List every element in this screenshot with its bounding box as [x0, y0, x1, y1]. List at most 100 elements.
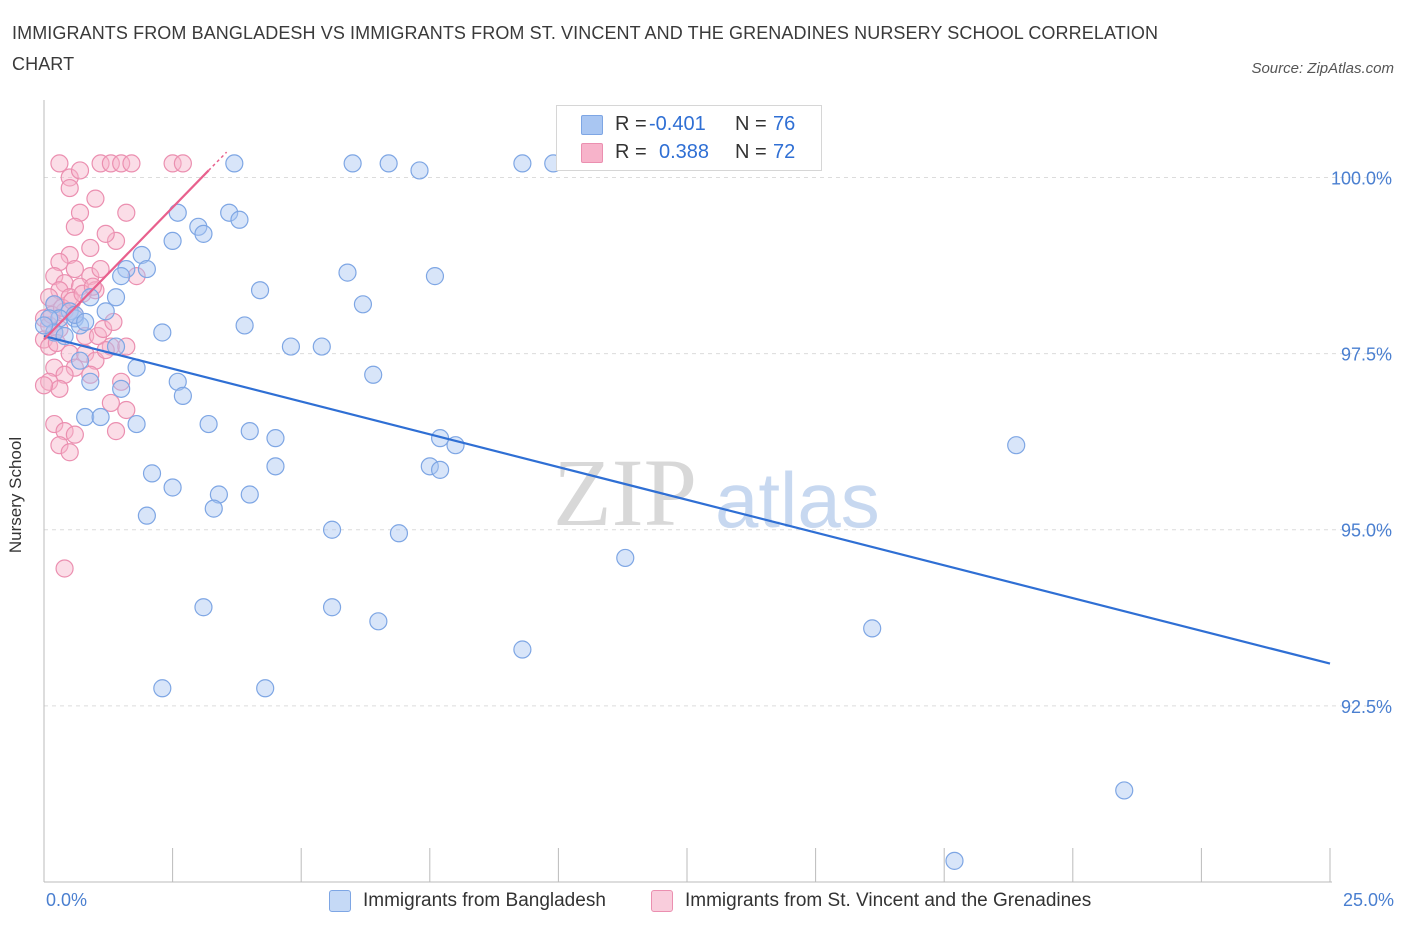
legend-r-value: 0.388 — [659, 140, 710, 163]
blue-data-point — [266, 429, 285, 448]
watermark-zip: ZIP — [553, 439, 697, 546]
blue-series-points — [34, 154, 1134, 870]
legend-swatch-blue — [581, 115, 603, 135]
blue-data-point — [420, 457, 439, 476]
pink-data-point — [117, 400, 136, 420]
blue-data-point — [76, 407, 95, 427]
blue-data-point — [81, 372, 100, 391]
blue-data-point — [240, 485, 259, 504]
pink-data-point — [127, 267, 146, 286]
legend-r-label: R = — [615, 140, 647, 163]
blue-data-point — [220, 203, 239, 222]
legend-n-label: N = — [735, 140, 767, 163]
blue-data-point — [343, 154, 362, 173]
blue-data-point — [513, 640, 532, 659]
blue-data-point — [142, 464, 162, 483]
pink-data-point — [96, 224, 115, 243]
pink-data-point — [50, 436, 69, 455]
blue-data-point — [70, 351, 90, 370]
legend-swatch-st-vincent — [651, 890, 673, 912]
blue-data-point — [379, 154, 398, 173]
pink-data-point — [70, 203, 90, 222]
blue-data-point — [81, 288, 100, 307]
pink-data-point — [45, 358, 64, 377]
pink-trend-line — [43, 169, 210, 341]
blue-data-point — [430, 460, 450, 479]
blue-data-point — [513, 154, 532, 173]
blue-data-point — [863, 619, 882, 638]
blue-data-point — [266, 457, 285, 476]
pink-data-point — [55, 559, 74, 578]
pink-data-point — [101, 393, 120, 413]
pink-data-point — [34, 376, 54, 395]
pink-data-point — [65, 259, 84, 279]
axes — [43, 100, 1332, 883]
blue-data-point — [312, 337, 331, 356]
blue-data-point — [235, 316, 254, 335]
pink-data-point — [45, 267, 64, 286]
pink-data-point — [65, 217, 84, 236]
legend-n-value: 72 — [773, 140, 796, 163]
pink-data-point — [55, 365, 74, 384]
x-axis-max-label: 25.0% — [1342, 890, 1394, 910]
series-legend: Immigrants from Bangladesh Immigrants fr… — [0, 890, 1406, 916]
blue-data-point — [209, 485, 228, 504]
blue-data-point — [240, 422, 259, 441]
blue-data-point — [225, 154, 244, 173]
pink-data-point — [50, 252, 69, 272]
blue-data-point — [199, 414, 218, 434]
legend-item-st-vincent: Immigrants from St. Vincent and the Gren… — [651, 890, 1091, 912]
blue-data-point — [425, 267, 445, 286]
pink-data-point — [112, 372, 131, 391]
pink-data-point — [122, 154, 141, 173]
blue-data-point — [34, 316, 54, 335]
pink-data-point — [86, 189, 105, 208]
blue-data-point — [168, 203, 187, 222]
blue-data-point — [616, 548, 635, 568]
blue-data-point — [364, 365, 383, 384]
blue-data-point — [353, 295, 373, 314]
pink-data-point — [101, 154, 120, 173]
y-tick-labels: 100.0% 97.5% 95.0% 92.5% — [1331, 168, 1392, 716]
blue-data-point — [50, 309, 69, 328]
blue-data-point — [163, 231, 182, 251]
blue-data-point — [230, 210, 249, 229]
pink-data-point — [60, 168, 79, 187]
y-tick-label: 92.5% — [1341, 697, 1392, 717]
blue-data-point — [70, 316, 90, 335]
pink-data-point — [60, 344, 79, 363]
legend-swatch-bangladesh — [329, 890, 351, 912]
blue-data-point — [91, 407, 110, 427]
legend-r-value: -0.401 — [649, 112, 706, 135]
y-tick-label: 95.0% — [1341, 521, 1392, 541]
blue-data-point — [153, 679, 172, 698]
pink-data-point — [60, 443, 79, 462]
blue-data-point — [112, 379, 131, 398]
x-axis-min-label: 0.0% — [46, 890, 88, 910]
blue-data-point — [1007, 436, 1026, 455]
source-label: Source: ZipAtlas.com — [1251, 60, 1394, 77]
trend-lines — [43, 151, 1331, 665]
pink-data-point — [112, 154, 131, 173]
gridlines — [44, 176, 1390, 707]
legend-item-bangladesh: Immigrants from Bangladesh — [329, 890, 606, 912]
pink-data-point — [91, 154, 110, 173]
blue-data-point — [112, 267, 131, 286]
blue-trend-line — [43, 334, 1331, 665]
y-tick-label: 100.0% — [1331, 168, 1392, 188]
watermark: ZIP atlas — [553, 439, 880, 546]
blue-data-point — [945, 851, 964, 870]
blue-data-point — [194, 598, 213, 617]
pink-data-point — [81, 238, 100, 258]
pink-data-point — [91, 259, 110, 279]
blue-data-point — [369, 612, 388, 631]
pink-data-point — [50, 281, 69, 300]
blue-data-point — [127, 414, 146, 434]
pink-data-point — [50, 154, 69, 173]
pink-data-point — [106, 231, 126, 251]
blue-data-point — [389, 524, 409, 543]
legend-n-value: 76 — [773, 112, 796, 135]
blue-data-point — [1115, 781, 1134, 800]
blue-data-point — [322, 520, 342, 539]
